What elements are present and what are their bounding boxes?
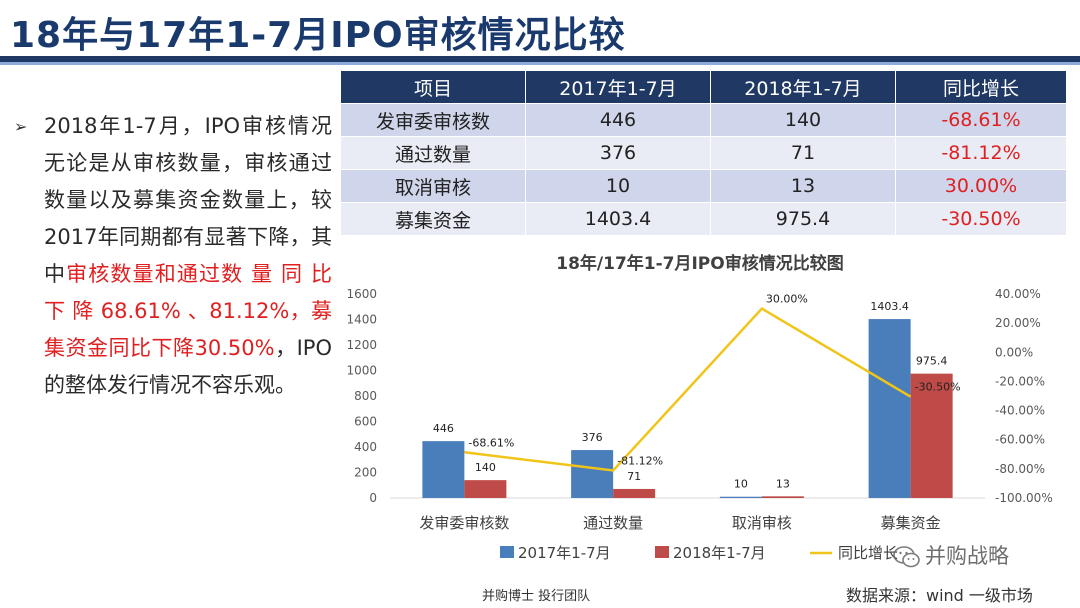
y-right-tick-label: -100.00% <box>995 491 1053 505</box>
summary-text: 2018年1-7月，IPO审核情况无论是从审核数量，审核通过数量以及募集资金数量… <box>14 108 332 404</box>
line-data-label: -68.61% <box>468 436 514 449</box>
summary-text-highlight: 审核数量和通过数 量 同 比 下 降 68.61% 、81.12%，募集资金同比… <box>44 262 332 360</box>
bar <box>719 496 762 498</box>
watermark: 并购战略 <box>893 540 1009 570</box>
table-header: 同比增长 <box>895 70 1067 104</box>
table-cell: -68.61% <box>895 103 1067 137</box>
table-cell: 30.00% <box>895 169 1067 203</box>
footer-team: 并购博士 投行团队 <box>482 589 591 604</box>
y-right-tick-label: 0.00% <box>995 345 1033 359</box>
legend-swatch <box>500 546 514 558</box>
legend-label: 2018年1-7月 <box>673 544 766 562</box>
y-right-tick-label: 20.00% <box>995 316 1041 330</box>
y-right-tick-label: -20.00% <box>995 374 1045 388</box>
y-right-tick-label: -60.00% <box>995 433 1045 447</box>
title-underline-accent <box>0 62 1080 65</box>
table-cell: 140 <box>710 103 896 137</box>
table-cell: 通过数量 <box>340 136 526 170</box>
y-right-tick-label: -40.00% <box>995 404 1045 418</box>
bar-data-label: 975.4 <box>916 355 948 368</box>
x-category-label: 取消审核 <box>732 514 792 532</box>
table-cell: -81.12% <box>895 136 1067 170</box>
bar <box>761 496 804 498</box>
y-left-tick-label: 0 <box>369 491 377 505</box>
y-left-tick-label: 1400 <box>346 313 377 327</box>
x-category-label: 发审委审核数 <box>419 514 509 532</box>
chart-title: 18年/17年1-7月IPO审核情况比较图 <box>556 253 843 274</box>
bar <box>422 441 465 498</box>
line-data-label: 30.00% <box>766 293 808 306</box>
bar <box>571 450 614 498</box>
bar-data-label: 140 <box>475 461 496 474</box>
bar-data-label: 13 <box>776 477 790 490</box>
watermark-text: 并购战略 <box>925 544 1009 568</box>
table-cell: -30.50% <box>895 202 1067 236</box>
footer-source: 数据来源：wind 一级市场 <box>846 586 1033 605</box>
table-cell: 取消审核 <box>340 169 526 203</box>
comparison-table: 项目 2017年1-7月 2018年1-7月 同比增长 发审委审核数 446 1… <box>340 70 1067 236</box>
table-row: 通过数量 376 71 -81.12% <box>340 136 1067 170</box>
table-header-row: 项目 2017年1-7月 2018年1-7月 同比增长 <box>340 70 1067 104</box>
comparison-chart: 18年/17年1-7月IPO审核情况比较图 0 200 400 600 800 1000 1… <box>346 253 1052 562</box>
bar <box>613 488 656 498</box>
wechat-icon <box>893 546 920 568</box>
bar <box>868 319 911 498</box>
table-row: 募集资金 1403.4 975.4 -30.50% <box>340 202 1067 236</box>
y-left-tick-label: 800 <box>354 389 377 403</box>
y-left-tick-label: 400 <box>354 440 377 454</box>
growth-line <box>464 306 912 472</box>
table-header: 2018年1-7月 <box>710 70 896 104</box>
table-cell: 446 <box>525 103 711 137</box>
legend-swatch <box>655 546 669 558</box>
y-left-tick-label: 200 <box>354 466 377 480</box>
line-data-label: -30.50% <box>915 381 961 394</box>
line-data-label: -81.12% <box>617 454 663 467</box>
table-cell: 10 <box>525 169 711 203</box>
summary-text-part2: ，IPO的整体发行情况不容乐观。 <box>44 336 333 397</box>
table-cell: 376 <box>525 136 711 170</box>
table-cell: 13 <box>710 169 896 203</box>
summary-text-part1: 2018年1-7月，IPO审核情况无论是从审核数量，审核通过数量以及募集资金数量… <box>44 114 332 286</box>
y-left-tick-label: 1600 <box>346 287 377 301</box>
table-cell: 发审委审核数 <box>340 103 526 137</box>
y-right-tick-label: -80.00% <box>995 462 1045 476</box>
page-title: 18年与17年1-7月IPO审核情况比较 <box>10 15 626 56</box>
legend-label: 同比增长 <box>838 544 898 562</box>
table-header: 项目 <box>340 70 526 104</box>
bar-data-label: 1403.4 <box>870 300 909 313</box>
bar-data-label: 446 <box>433 422 454 435</box>
y-left-tick-label: 600 <box>354 415 377 429</box>
y-right-tick-label: 40.00% <box>995 287 1041 301</box>
table-header: 2017年1-7月 <box>525 70 711 104</box>
bar <box>464 480 507 498</box>
title-underline <box>0 56 1080 62</box>
x-category-label: 通过数量 <box>583 514 643 532</box>
arrow-bullet-icon: ➢ <box>14 117 28 136</box>
summary-bullet: ➢ 2018年1-7月，IPO审核情况无论是从审核数量，审核通过数量以及募集资金… <box>14 108 332 404</box>
x-category-label: 募集资金 <box>881 514 941 532</box>
chart-plot-area: 0 200 400 600 800 1000 1200 1400 1600 -100.00% -80… <box>346 287 1052 562</box>
table-cell: 975.4 <box>710 202 896 236</box>
bar <box>910 373 953 498</box>
bar-data-label: 376 <box>582 431 603 444</box>
table-row: 取消审核 10 13 30.00% <box>340 169 1067 203</box>
table-cell: 71 <box>710 136 896 170</box>
y-left-tick-label: 1000 <box>346 364 377 378</box>
y-left-tick-label: 1200 <box>346 338 377 352</box>
table-row: 发审委审核数 446 140 -68.61% <box>340 103 1067 137</box>
table-cell: 募集资金 <box>340 202 526 236</box>
legend-label: 2017年1-7月 <box>518 544 611 562</box>
bar-data-label: 71 <box>627 470 641 483</box>
table-cell: 1403.4 <box>525 202 711 236</box>
bar-data-label: 10 <box>734 478 748 491</box>
